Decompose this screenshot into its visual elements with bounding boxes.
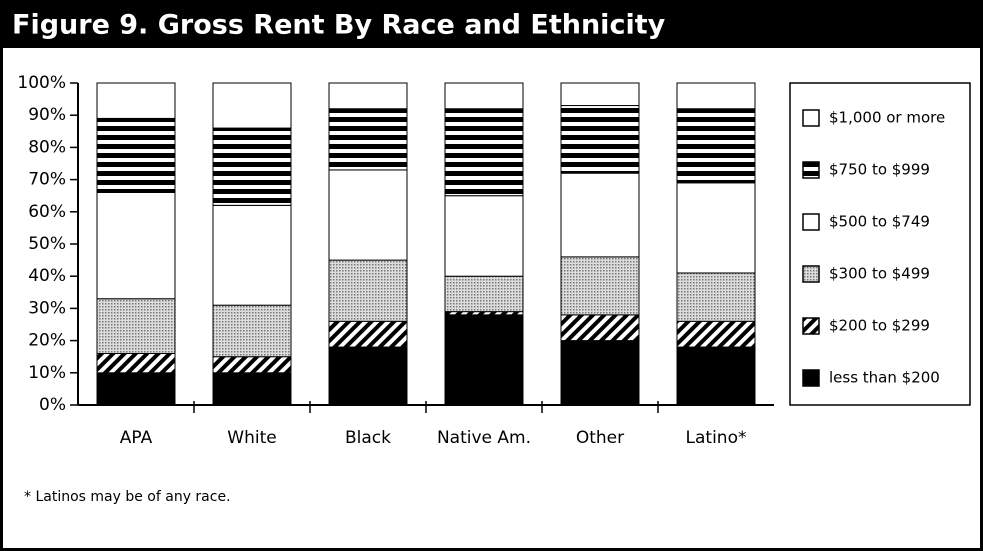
- legend-label: $1,000 or more: [829, 109, 945, 127]
- y-tick-label: 70%: [28, 170, 66, 190]
- bar-segment: [676, 108, 756, 184]
- bar-segment: [96, 298, 176, 354]
- legend-label: $750 to $999: [829, 161, 930, 179]
- bar-segment: [328, 259, 408, 322]
- bar-segment: [560, 82, 640, 107]
- bar-segment: [560, 105, 640, 174]
- x-tick-label: Black: [345, 428, 391, 448]
- bar-segment: [212, 204, 292, 306]
- bar-segment: [212, 82, 292, 129]
- bar-segment: [676, 346, 756, 406]
- chart-title: Figure 9. Gross Rent By Race and Ethnici…: [12, 10, 666, 41]
- bar-segment: [328, 108, 408, 171]
- bar-segment: [96, 191, 176, 300]
- y-tick-label: 20%: [28, 331, 66, 351]
- bar-segment: [212, 304, 292, 358]
- bar-segment: [560, 256, 640, 316]
- bar-segment: [676, 272, 756, 322]
- bar-segment: [328, 320, 408, 348]
- bar-segment: [560, 340, 640, 406]
- y-tick-label: 30%: [28, 298, 66, 318]
- legend-label: $300 to $499: [829, 265, 930, 283]
- x-tick-label: White: [227, 428, 276, 448]
- bar-segment: [96, 372, 176, 406]
- bar-segment: [212, 372, 292, 406]
- bar-segment: [444, 195, 524, 277]
- x-tick-label: Other: [576, 428, 624, 448]
- y-tick-label: 0%: [39, 395, 66, 415]
- bar-segment: [328, 82, 408, 110]
- y-tick-label: 10%: [28, 363, 66, 383]
- y-tick-label: 60%: [28, 202, 66, 222]
- title-bar: [0, 0, 983, 48]
- legend-swatch: [802, 317, 820, 335]
- x-tick-label: Native Am.: [437, 428, 531, 448]
- y-tick-label: 100%: [17, 73, 66, 93]
- y-tick-label: 90%: [28, 105, 66, 125]
- legend-label: less than $200: [829, 369, 940, 387]
- bar-segment: [328, 346, 408, 406]
- bar-segment: [560, 314, 640, 342]
- legend-label: $200 to $299: [829, 317, 930, 335]
- legend-label: $500 to $749: [829, 213, 930, 231]
- bar-segment: [560, 172, 640, 258]
- bar-segment: [676, 82, 756, 110]
- legend-box: [789, 82, 971, 406]
- bar-segment: [328, 169, 408, 261]
- x-tick-label: APA: [120, 428, 153, 448]
- y-tick-label: 80%: [28, 137, 66, 157]
- legend-swatch: [802, 265, 820, 283]
- legend-swatch: [802, 109, 820, 127]
- legend-swatch: [802, 213, 820, 231]
- bar-segment: [212, 356, 292, 374]
- bar-segment: [676, 182, 756, 274]
- y-tick-label: 40%: [28, 266, 66, 286]
- bar-segment: [676, 320, 756, 348]
- footnote: * Latinos may be of any race.: [24, 489, 231, 505]
- bar-segment: [96, 117, 176, 193]
- bar-segment: [96, 82, 176, 119]
- bar-segment: [212, 127, 292, 206]
- y-tick-label: 50%: [28, 234, 66, 254]
- bar-segment: [444, 314, 524, 406]
- bar-segment: [444, 82, 524, 110]
- legend-swatch: [802, 369, 820, 387]
- bar-segment: [96, 352, 176, 374]
- x-tick-label: Latino*: [686, 428, 747, 448]
- legend-swatch: [802, 161, 820, 179]
- bar-segment: [444, 275, 524, 313]
- bar-segment: [444, 108, 524, 197]
